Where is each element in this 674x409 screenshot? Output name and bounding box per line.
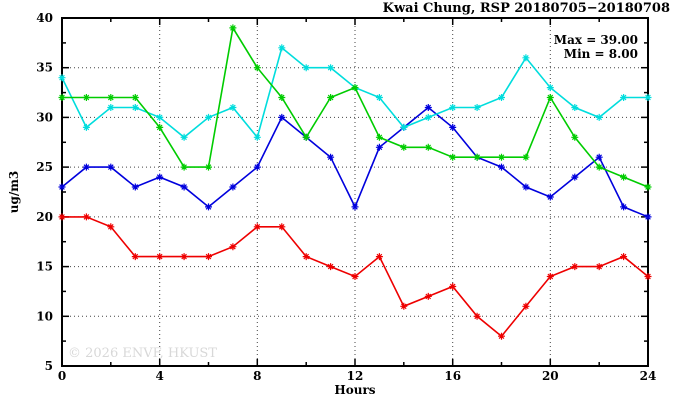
series-markers-green: [58, 24, 652, 191]
y-axis-label: ug/m3: [7, 171, 21, 214]
x-tick-label: 0: [58, 369, 66, 383]
series-markers-red: [58, 213, 652, 340]
y-tick-label: 40: [36, 11, 53, 25]
x-tick-label: 8: [253, 369, 261, 383]
chart-title: Kwai Chung, RSP 20180705−20180708: [383, 1, 670, 16]
watermark-text: © 2026 ENVF, HKUST: [68, 346, 217, 361]
gridlines: [62, 18, 648, 366]
y-tick-label: 10: [36, 309, 53, 323]
x-tick-label: 4: [156, 369, 164, 383]
y-tick-label: 5: [45, 359, 53, 373]
y-tick-label: 30: [36, 110, 53, 124]
y-tick-label: 20: [36, 210, 53, 224]
x-tick-label: 20: [542, 369, 559, 383]
stat-min-label: Min = 8.00: [564, 47, 638, 61]
data-series: [58, 24, 652, 340]
x-axis-label: Hours: [334, 383, 375, 397]
series-markers-blue: [58, 104, 652, 221]
tick-labels: 0 4 8 12 16 20 24 5 10 15 20 25 30 35 40: [36, 11, 656, 383]
x-tick-label: 12: [347, 369, 364, 383]
axis-ticks: [61, 17, 649, 367]
y-tick-label: 25: [36, 160, 53, 174]
x-tick-label: 16: [444, 369, 461, 383]
y-tick-label: 15: [36, 260, 53, 274]
series-markers-cyan: [58, 44, 652, 141]
y-tick-label: 35: [36, 61, 53, 75]
x-tick-label: 24: [640, 369, 657, 383]
series-line-cyan: [61, 46, 648, 140]
stat-max-label: Max = 39.00: [554, 33, 638, 47]
series-line-green: [62, 25, 649, 188]
